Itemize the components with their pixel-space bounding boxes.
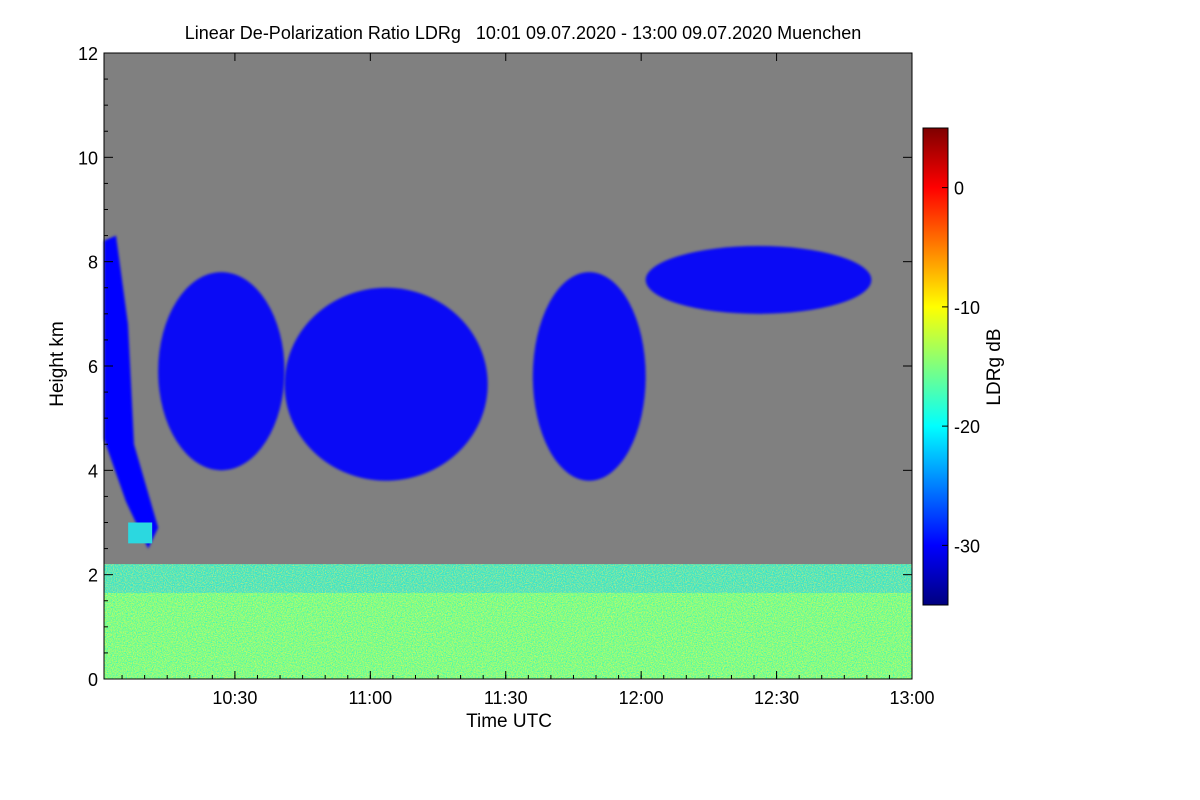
x-axis-title: Time UTC xyxy=(466,711,552,732)
y-axis-title: Height km xyxy=(47,321,68,407)
feature-cirrus-block-noon xyxy=(532,272,646,481)
y-tick-label: 0 xyxy=(88,670,98,690)
x-tick-label: 12:30 xyxy=(754,688,799,708)
feature-cirrus-block-early xyxy=(158,272,285,471)
y-tick-label: 2 xyxy=(88,566,98,586)
y-tick-label: 12 xyxy=(78,44,98,64)
colorbar-axis: 0 -10 -20 -30 xyxy=(942,179,980,556)
y-axis: 0 2 4 6 8 10 12 xyxy=(78,44,912,690)
colorbar-label: LDRg dB xyxy=(984,328,1005,405)
feature-cirrus-block-middle xyxy=(284,287,488,481)
x-tick-label: 11:00 xyxy=(348,688,392,708)
x-axis: 10:30 11:00 11:30 12:00 12:30 13:00 xyxy=(121,53,935,708)
feature-cirrus-descending-streak-tip xyxy=(128,522,153,544)
y-tick-label: 4 xyxy=(88,461,98,481)
x-tick-label: 12:00 xyxy=(619,688,664,708)
x-tick-label: 11:30 xyxy=(484,688,528,708)
y-tick-label: 10 xyxy=(78,148,98,168)
x-tick-label: 13:00 xyxy=(889,688,934,708)
y-tick-label: 6 xyxy=(88,357,98,377)
y-tick-label: 8 xyxy=(88,253,98,273)
feature-cirrus-patch-afternoon xyxy=(645,246,872,314)
boundary-layer-texture xyxy=(104,564,912,679)
colorbar xyxy=(922,127,949,606)
x-tick-label: 10:30 xyxy=(212,688,257,708)
colorbar-tick-label: -10 xyxy=(954,298,980,318)
chart-title: Linear De-Polarization Ratio LDRg 10:01 … xyxy=(185,23,861,43)
feature-boundary-layer-noise-b xyxy=(104,564,912,679)
feature-cirrus-descending-streak xyxy=(104,235,159,549)
colorbar-tick-label: -30 xyxy=(954,536,980,556)
colorbar-tick-label: 0 xyxy=(954,179,964,199)
colorbar-tick-label: -20 xyxy=(954,417,980,437)
